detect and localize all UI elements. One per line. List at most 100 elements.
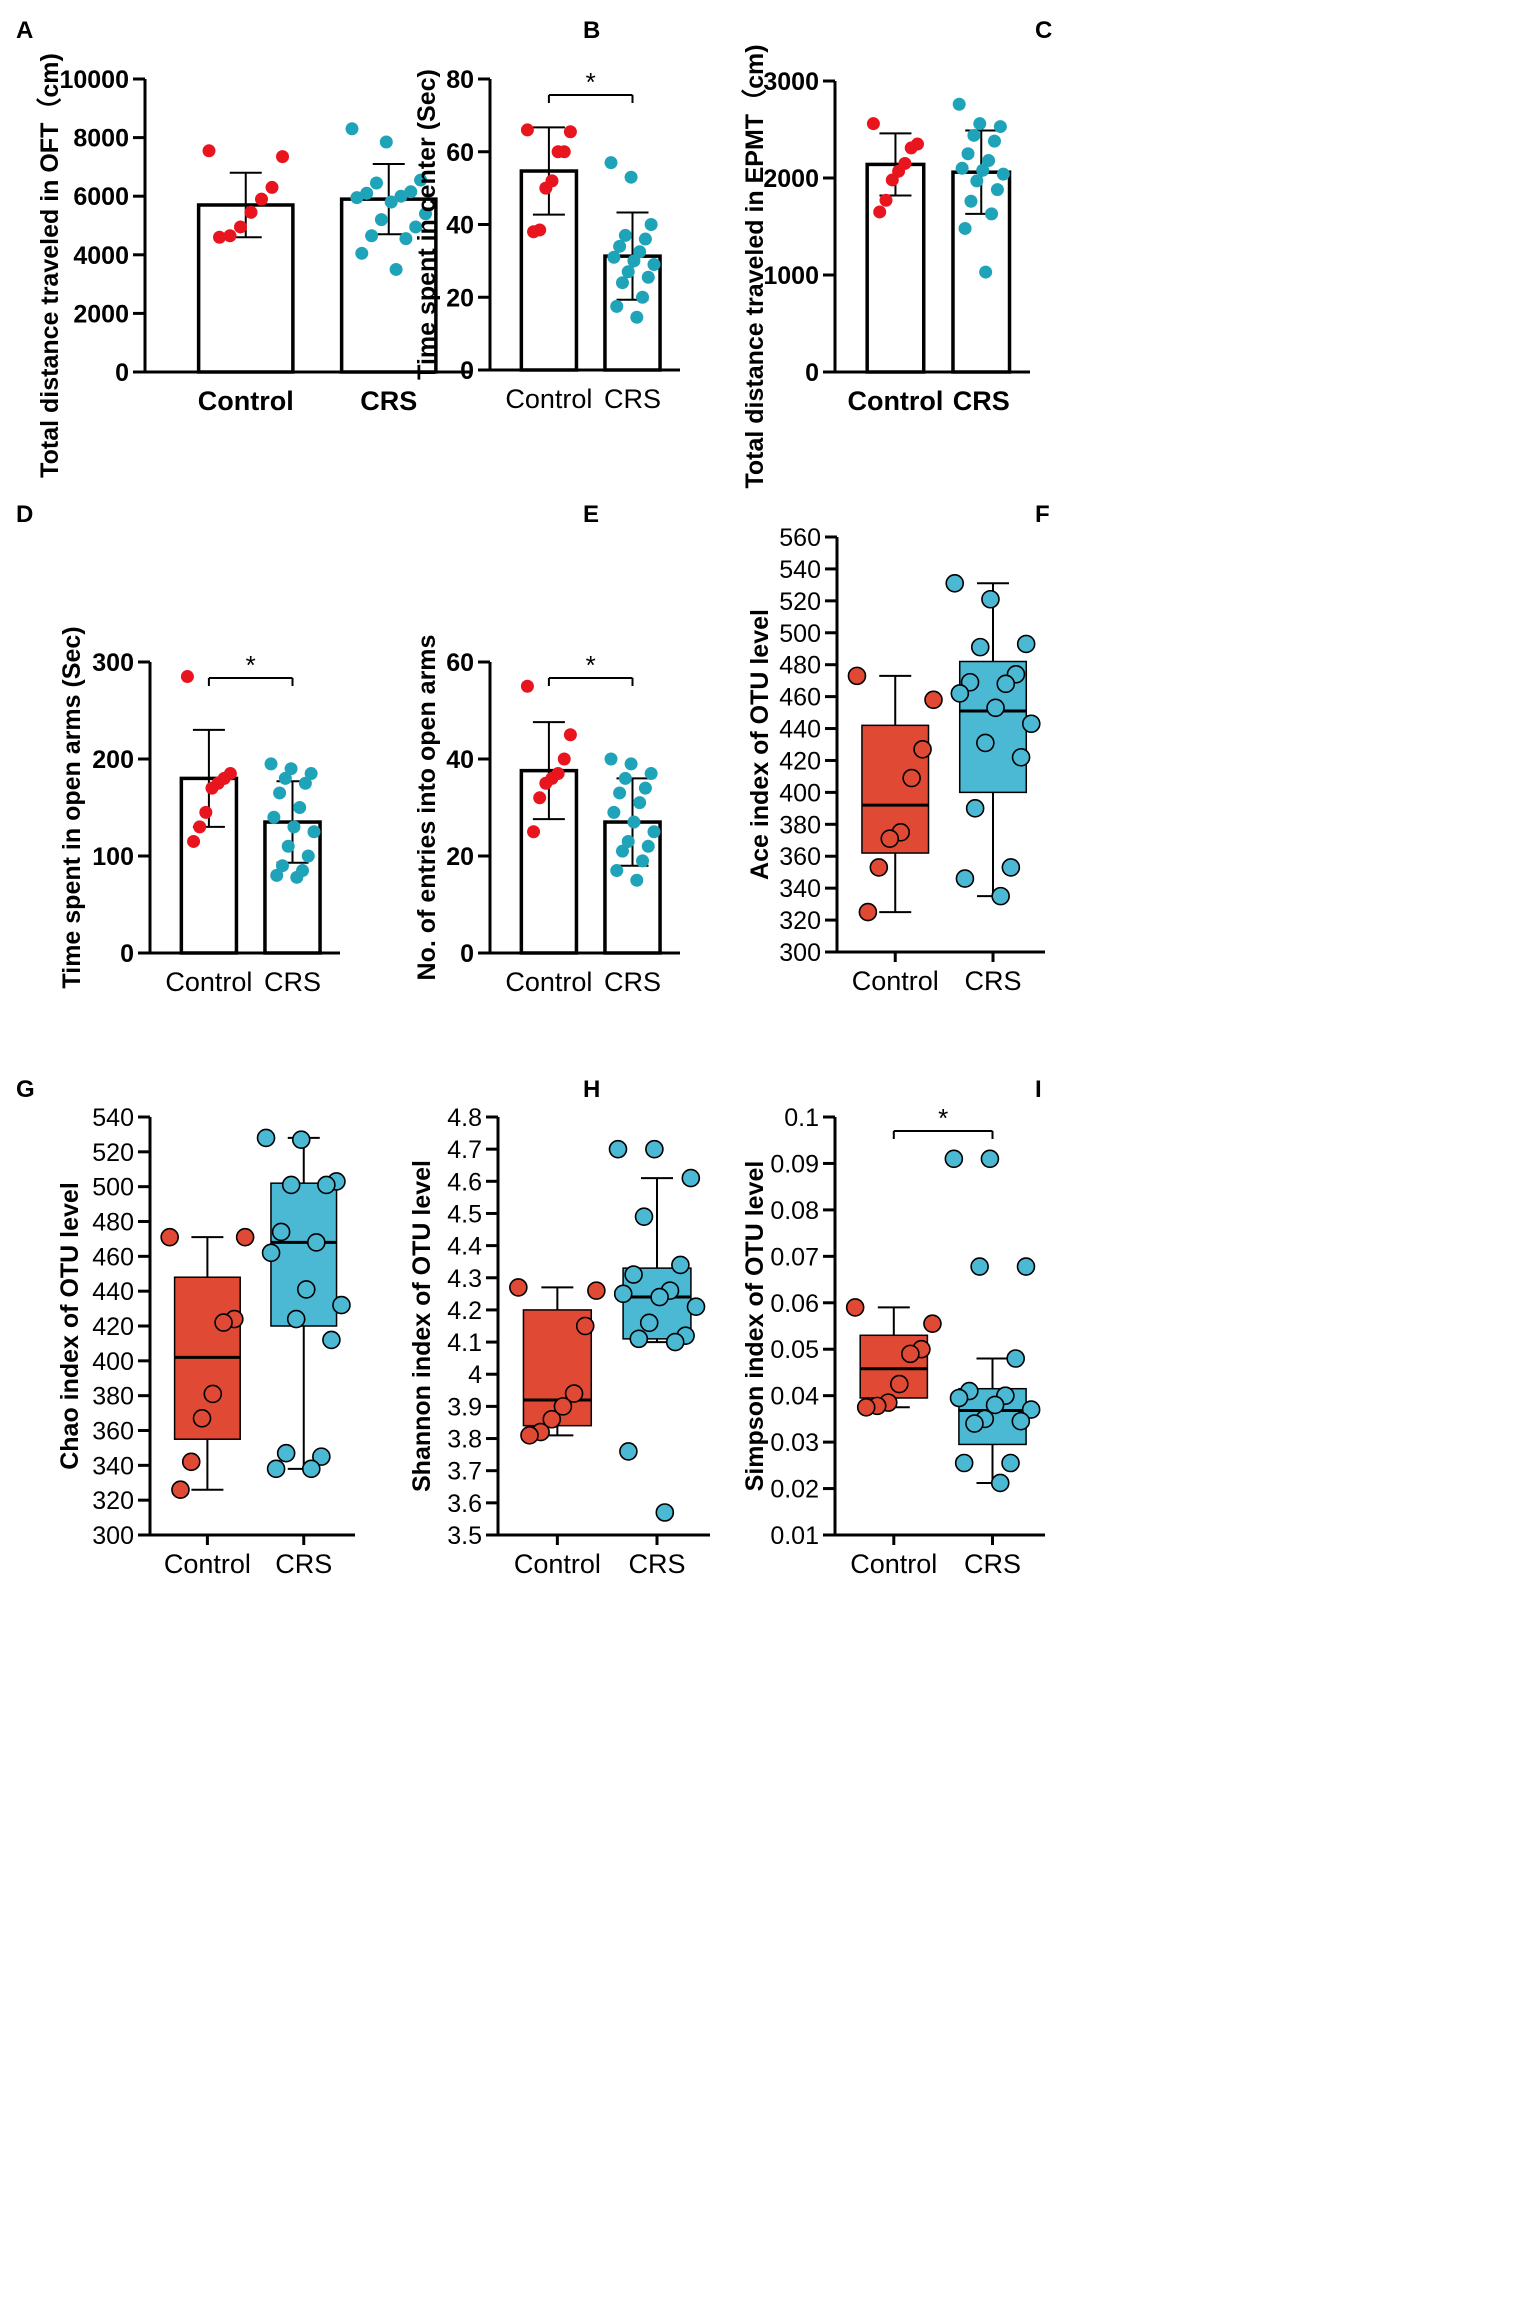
data-point: [970, 174, 984, 188]
data-point: [575, 1316, 595, 1336]
y-tick-label: 0: [805, 359, 819, 387]
data-point: [369, 176, 383, 190]
category-label: Control: [505, 384, 592, 414]
y-tick-label: 6000: [73, 183, 129, 211]
data-point: [955, 869, 975, 888]
data-point: [223, 229, 237, 243]
data-point: [564, 1384, 584, 1403]
data-point: [414, 173, 428, 187]
data-point: [233, 220, 247, 234]
data-point: [986, 698, 1005, 718]
data-point: [1011, 1411, 1031, 1431]
category-label: Control: [852, 966, 939, 996]
data-point: [913, 739, 932, 759]
data-point: [244, 205, 258, 219]
data-point: [267, 810, 281, 824]
data-point: [965, 799, 985, 818]
y-tick-label: 440: [779, 716, 821, 744]
y-tick-label: 0.05: [770, 1336, 819, 1364]
y-tick-label: 100: [92, 843, 134, 871]
category-label: CRS: [604, 384, 661, 414]
y-tick-label: 60: [446, 139, 474, 167]
y-tick-label: 200: [92, 746, 134, 774]
data-point: [991, 886, 1010, 906]
data-point: [255, 192, 269, 206]
data-point: [630, 310, 644, 324]
data-point: [621, 834, 635, 848]
data-point: [990, 1473, 1010, 1493]
data-point: [419, 207, 433, 221]
data-point: [1016, 1257, 1036, 1276]
data-point: [970, 1257, 989, 1276]
y-tick-label: 3.7: [447, 1458, 482, 1486]
data-point: [360, 186, 374, 200]
data-point: [627, 815, 641, 829]
data-point: [256, 1128, 276, 1148]
data-point: [266, 1459, 286, 1479]
y-tick-label: 4.5: [447, 1200, 482, 1228]
data-point: [644, 218, 658, 231]
y-tick-label: 0.08: [770, 1197, 819, 1225]
data-point: [981, 589, 1000, 609]
y-tick-label: 480: [779, 652, 821, 680]
y-tick-label: 3.5: [447, 1522, 482, 1550]
data-point: [923, 1314, 942, 1333]
y-tick-label: 420: [779, 747, 821, 775]
y-tick-label: 0: [120, 940, 134, 968]
data-point: [636, 854, 650, 868]
data-point: [1011, 747, 1031, 767]
y-tick-label: 360: [92, 1418, 134, 1446]
y-tick-label: 320: [779, 907, 821, 935]
data-point: [180, 670, 194, 684]
data-point: [904, 141, 918, 155]
data-point: [301, 849, 315, 863]
data-point: [520, 1426, 539, 1445]
data-point: [845, 1298, 865, 1317]
data-point: [539, 776, 553, 790]
y-tick-label: 0.03: [770, 1429, 819, 1457]
y-axis-label: Shannon index of OTU level: [408, 1160, 436, 1492]
category-label: CRS: [953, 386, 1010, 416]
data-point: [967, 128, 981, 142]
data-point: [952, 97, 966, 111]
data-point: [996, 167, 1010, 181]
y-tick-label: 1000: [763, 262, 819, 290]
panel-label: C: [1035, 17, 1052, 44]
data-point: [618, 771, 632, 785]
category-label: Control: [164, 1549, 251, 1579]
panel-f: F 300 320 340 360 380 400 420 440 460 480 500 520 540…: [746, 501, 1050, 996]
data-point: [312, 1447, 331, 1466]
data-point: [996, 674, 1016, 694]
data-point: [965, 1414, 984, 1433]
y-tick-label: 0.06: [770, 1290, 819, 1318]
data-point: [961, 147, 975, 161]
data-point: [203, 1384, 223, 1404]
data-point: [384, 195, 398, 209]
sig-star: *: [586, 650, 596, 680]
y-tick-label: 300: [92, 649, 134, 677]
panel-label: G: [16, 1076, 35, 1103]
data-point: [296, 1280, 316, 1299]
data-point: [307, 1233, 326, 1252]
data-point: [520, 679, 534, 693]
data-point: [955, 161, 969, 175]
category-label: CRS: [360, 386, 417, 416]
y-tick-label: 4000: [73, 242, 129, 270]
data-point: [954, 1453, 974, 1473]
data-point: [607, 805, 621, 819]
data-point: [982, 154, 996, 168]
data-point: [284, 762, 298, 776]
data-point: [976, 163, 990, 177]
y-tick-label: 80: [446, 66, 474, 94]
data-point: [650, 1287, 669, 1307]
y-tick-label: 60: [446, 649, 474, 677]
data-point: [265, 180, 279, 194]
panel-h: H 3.5 3.6 3.7 3.8 3.9 4 4.1 4.2 4.3 4.4 4.5 4.6 4.7 4.…: [408, 1076, 710, 1579]
category-label: Control: [165, 967, 252, 997]
y-tick-label: 500: [92, 1174, 134, 1202]
category-label: Control: [850, 1549, 937, 1579]
data-point: [301, 1459, 321, 1479]
